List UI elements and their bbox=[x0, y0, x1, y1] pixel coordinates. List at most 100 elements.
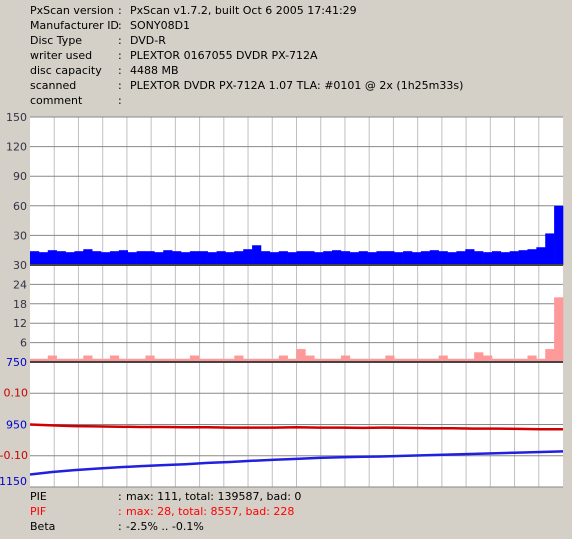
bar bbox=[260, 358, 271, 362]
bar bbox=[278, 355, 288, 362]
bar bbox=[332, 250, 342, 265]
bar bbox=[207, 252, 217, 265]
bar bbox=[154, 358, 164, 362]
y-tick-label: 18 bbox=[13, 298, 27, 311]
bar bbox=[536, 358, 546, 362]
bar bbox=[323, 251, 333, 265]
bar bbox=[420, 251, 431, 265]
bar bbox=[207, 358, 217, 362]
bar bbox=[216, 358, 226, 362]
field-value: DVD-R bbox=[130, 34, 166, 47]
bar bbox=[394, 252, 404, 265]
bar bbox=[198, 251, 208, 265]
bar bbox=[376, 358, 386, 362]
bar bbox=[234, 251, 244, 265]
bar bbox=[83, 249, 93, 265]
field-label: PxScan version bbox=[30, 4, 114, 17]
bar bbox=[260, 251, 271, 265]
bar bbox=[101, 252, 111, 265]
legend-label: Beta bbox=[30, 520, 56, 533]
bar bbox=[225, 358, 235, 362]
field-value: PxScan v1.7.2, built Oct 6 2005 17:41:29 bbox=[130, 4, 357, 17]
bar bbox=[136, 251, 146, 265]
y-tick-label: 60 bbox=[13, 200, 27, 213]
bar bbox=[172, 358, 182, 362]
bar bbox=[456, 358, 466, 362]
legend-label: PIF bbox=[30, 505, 47, 518]
bar bbox=[189, 355, 200, 362]
legend-value: max: 28, total: 8557, bad: 228 bbox=[126, 505, 295, 518]
bar bbox=[411, 358, 422, 362]
bar bbox=[314, 252, 324, 265]
bar bbox=[181, 252, 191, 265]
bar bbox=[305, 251, 315, 265]
bar bbox=[181, 358, 191, 362]
y-tick-label: 6 bbox=[20, 337, 27, 350]
bar bbox=[536, 247, 546, 265]
bar bbox=[429, 250, 439, 265]
bar bbox=[109, 355, 120, 362]
bar bbox=[527, 355, 537, 362]
y-tick-label: 750 bbox=[6, 356, 27, 369]
bar bbox=[385, 251, 395, 265]
bar bbox=[518, 358, 528, 362]
separator: : bbox=[118, 94, 122, 107]
bar bbox=[483, 252, 493, 265]
y-tick-label: 24 bbox=[13, 278, 27, 291]
bar bbox=[411, 252, 422, 265]
bar bbox=[349, 252, 359, 265]
bar bbox=[225, 252, 235, 265]
y-tick-label: 150 bbox=[6, 111, 27, 124]
bar bbox=[509, 251, 519, 265]
field-label: Manufacturer ID bbox=[30, 19, 119, 32]
bar bbox=[394, 358, 404, 362]
bar bbox=[367, 252, 377, 265]
bar bbox=[65, 358, 75, 362]
bar bbox=[118, 358, 129, 362]
bar bbox=[38, 252, 49, 265]
bar bbox=[101, 358, 111, 362]
bar bbox=[47, 355, 57, 362]
field-label: scanned bbox=[30, 79, 77, 92]
y-tick-label: 30 bbox=[13, 229, 27, 242]
y-tick-label: 1150 bbox=[0, 475, 27, 488]
bar bbox=[189, 251, 200, 265]
field-value: PLEXTOR 0167055 DVDR PX-712A bbox=[130, 49, 318, 62]
bar bbox=[127, 252, 137, 265]
bar bbox=[296, 349, 306, 362]
bar bbox=[465, 358, 475, 362]
bar bbox=[527, 249, 537, 265]
bar bbox=[172, 251, 182, 265]
bar bbox=[127, 358, 137, 362]
bar bbox=[438, 251, 448, 265]
bar bbox=[358, 251, 368, 265]
bar bbox=[287, 252, 297, 265]
y-tick-label: 90 bbox=[13, 170, 27, 183]
bar bbox=[500, 358, 510, 362]
bar bbox=[483, 355, 493, 362]
separator: : bbox=[118, 490, 122, 503]
bar bbox=[56, 358, 66, 362]
bar bbox=[491, 358, 502, 362]
bar bbox=[163, 250, 173, 265]
bar bbox=[198, 358, 208, 362]
bar bbox=[136, 358, 146, 362]
bar bbox=[465, 249, 475, 265]
bar bbox=[349, 358, 359, 362]
bar bbox=[109, 251, 120, 265]
field-label: writer used bbox=[30, 49, 93, 62]
bar bbox=[491, 251, 502, 265]
bar bbox=[56, 251, 66, 265]
bar bbox=[145, 251, 155, 265]
field-label: disc capacity bbox=[30, 64, 102, 77]
bar bbox=[323, 358, 333, 362]
legend-value: -2.5% .. -0.1% bbox=[126, 520, 204, 533]
y2-tick-label: 0.10 bbox=[4, 386, 29, 399]
bar bbox=[340, 251, 351, 265]
separator: : bbox=[118, 4, 122, 17]
bar bbox=[438, 355, 448, 362]
separator: : bbox=[118, 49, 122, 62]
separator: : bbox=[118, 505, 122, 518]
